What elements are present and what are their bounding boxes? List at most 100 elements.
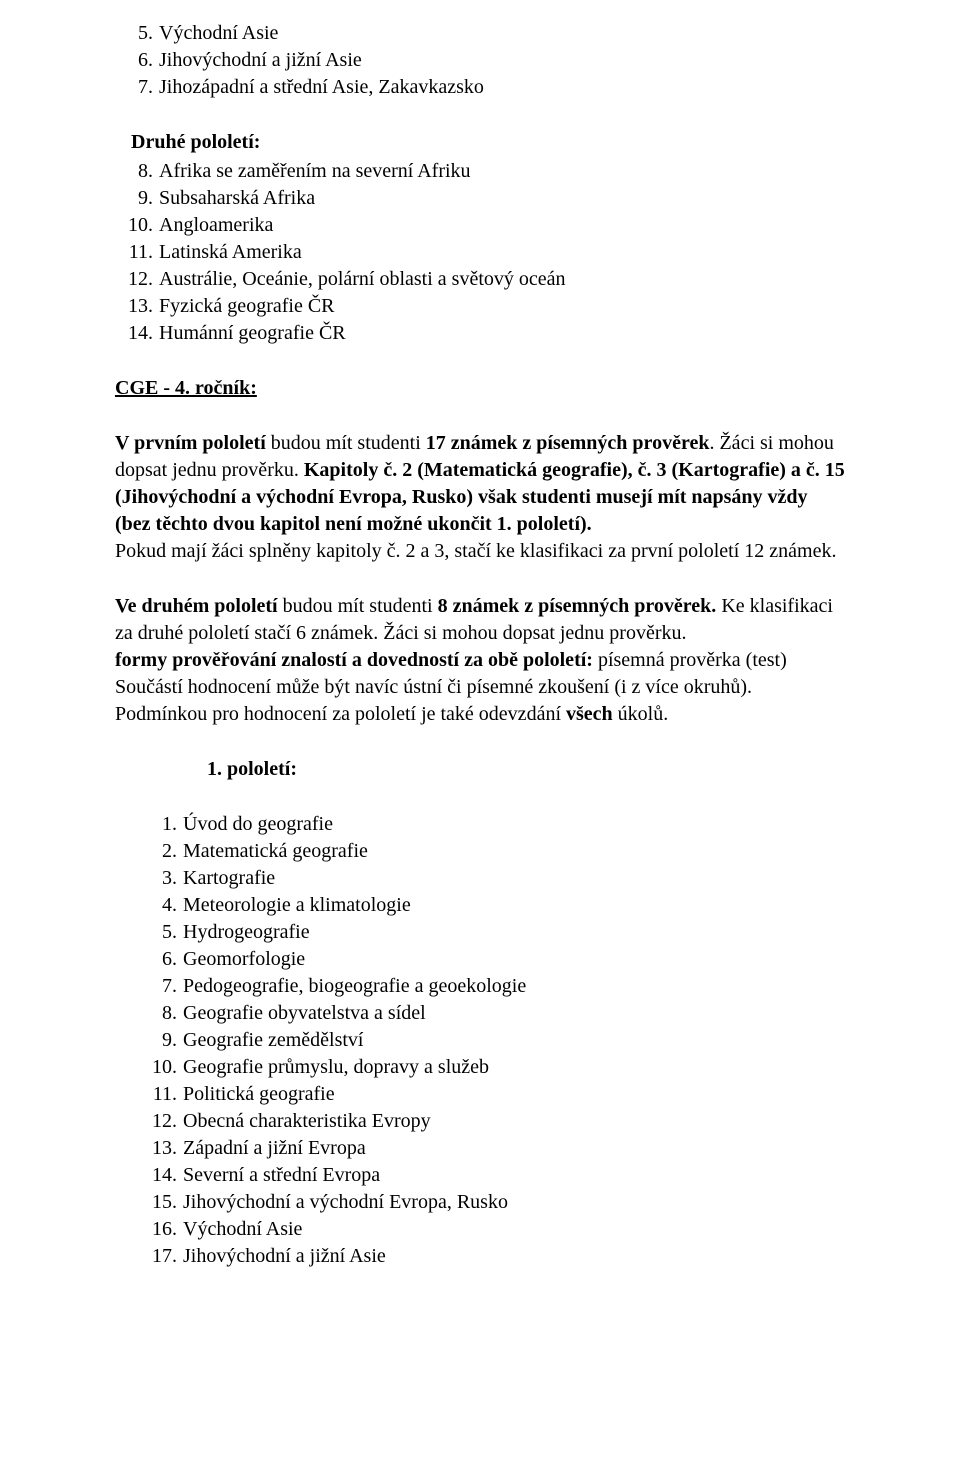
list-item-number: 6. <box>125 47 153 74</box>
list-item: 17.Jihovýchodní a jižní Asie <box>155 1243 845 1270</box>
list-item: 14.Humánní geografie ČR <box>131 320 845 347</box>
list-item-text: Fyzická geografie ČR <box>159 295 335 317</box>
cge4-heading: CGE - 4. ročník: <box>115 375 845 402</box>
list-item: 12.Austrálie, Oceánie, polární oblasti a… <box>131 266 845 293</box>
list-item-number: 5. <box>125 20 153 47</box>
paragraph-first-term: V prvním pololetí budou mít studenti 17 … <box>115 430 845 565</box>
topic-list-2: 8.Afrika se zaměřením na severní Afriku9… <box>131 158 845 347</box>
text-run: budou mít studenti <box>283 595 438 617</box>
list-item-number: 9. <box>125 185 153 212</box>
list-item-text: Matematická geografie <box>183 840 368 862</box>
list-item-text: Západní a jižní Evropa <box>183 1137 366 1159</box>
list-item-text: Angloamerika <box>159 214 273 236</box>
list-item-number: 12. <box>125 266 153 293</box>
druhe-pololeti-block: Druhé pololetí: 8.Afrika se zaměřením na… <box>131 129 845 347</box>
list-item: 9.Geografie zemědělství <box>155 1027 845 1054</box>
list-item-number: 16. <box>149 1216 177 1243</box>
list-item-text: Subsaharská Afrika <box>159 187 315 209</box>
list-item-number: 7. <box>125 74 153 101</box>
list-item-text: Jihozápadní a střední Asie, Zakavkazsko <box>159 76 484 98</box>
list-item-text: Geografie průmyslu, dopravy a služeb <box>183 1056 489 1078</box>
topic-list-3: 1.Úvod do geografie2.Matematická geograf… <box>155 811 845 1270</box>
paragraph-second-term-block: Ve druhém pololetí budou mít studenti 8 … <box>115 593 845 728</box>
list-item-number: 14. <box>125 320 153 347</box>
list-item-number: 11. <box>125 239 153 266</box>
text-run: budou mít studenti <box>271 432 426 454</box>
list-item: 10.Geografie průmyslu, dopravy a služeb <box>155 1054 845 1081</box>
list-item-number: 3. <box>149 865 177 892</box>
list-item-number: 13. <box>149 1135 177 1162</box>
list-item: 10.Angloamerika <box>131 212 845 239</box>
list-item-text: Jihovýchodní a východní Evropa, Rusko <box>183 1191 508 1213</box>
list-item-number: 5. <box>149 919 177 946</box>
list-item-text: Obecná charakteristika Evropy <box>183 1110 431 1132</box>
list-item: 7.Pedogeografie, biogeografie a geoekolo… <box>155 973 845 1000</box>
list-item-number: 10. <box>149 1054 177 1081</box>
list-item: 16.Východní Asie <box>155 1216 845 1243</box>
text-run-bold: Ve druhém pololetí <box>115 595 283 617</box>
list-item: 7.Jihozápadní a střední Asie, Zakavkazsk… <box>131 74 845 101</box>
paragraph-condition: Podmínkou pro hodnocení za pololetí je t… <box>115 701 845 728</box>
list-item-number: 12. <box>149 1108 177 1135</box>
list-item: 11.Politická geografie <box>155 1081 845 1108</box>
first-term-heading: 1. pololetí: <box>207 756 845 783</box>
list-item-text: Kartografie <box>183 867 275 889</box>
list-item-number: 7. <box>149 973 177 1000</box>
list-item-number: 14. <box>149 1162 177 1189</box>
paragraph-condition-bold: všech <box>566 703 613 725</box>
list-item-number: 15. <box>149 1189 177 1216</box>
list-item-number: 8. <box>125 158 153 185</box>
list-item-text: Austrálie, Oceánie, polární oblasti a sv… <box>159 268 566 290</box>
topic-list-1: 5.Východní Asie6.Jihovýchodní a jižní As… <box>131 20 845 101</box>
list-item-text: Meteorologie a klimatologie <box>183 894 411 916</box>
list-item-number: 8. <box>149 1000 177 1027</box>
paragraph-first-term-tail: Pokud mají žáci splněny kapitoly č. 2 a … <box>115 540 836 562</box>
list-item-text: Geomorfologie <box>183 948 305 970</box>
list-item-number: 9. <box>149 1027 177 1054</box>
list-item-text: Politická geografie <box>183 1083 335 1105</box>
list-item: 13.Fyzická geografie ČR <box>131 293 845 320</box>
text-run-bold: 17 známek z písemných prověrek <box>426 432 710 454</box>
list-item: 3.Kartografie <box>155 865 845 892</box>
list-item-text: Jihovýchodní a jižní Asie <box>159 49 362 71</box>
list-item-text: Latinská Amerika <box>159 241 302 263</box>
list-item-text: Geografie zemědělství <box>183 1029 363 1051</box>
paragraph-condition-post: úkolů. <box>613 703 669 725</box>
list-item-text: Afrika se zaměřením na severní Afriku <box>159 160 471 182</box>
list-item-number: 10. <box>125 212 153 239</box>
text-run-bold: formy prověřování znalostí a dovedností … <box>115 649 598 671</box>
list-item: 1.Úvod do geografie <box>155 811 845 838</box>
list-item: 5.Východní Asie <box>131 20 845 47</box>
list-item: 4.Meteorologie a klimatologie <box>155 892 845 919</box>
list-item: 2.Matematická geografie <box>155 838 845 865</box>
paragraph-extra-assessment: Součástí hodnocení může být navíc ústní … <box>115 674 845 701</box>
list-item-number: 13. <box>125 293 153 320</box>
text-run-bold: 8 známek z písemných prověrek. <box>438 595 717 617</box>
list-item: 8.Afrika se zaměřením na severní Afriku <box>131 158 845 185</box>
text-run-bold: V prvním pololetí <box>115 432 271 454</box>
text-run: písemná prověrka (test) <box>598 649 787 671</box>
list-item-text: Jihovýchodní a jižní Asie <box>183 1245 386 1267</box>
list-item-number: 6. <box>149 946 177 973</box>
list-item-number: 17. <box>149 1243 177 1270</box>
list-item-text: Východní Asie <box>159 22 278 44</box>
list-item-number: 1. <box>149 811 177 838</box>
list-item: 9.Subsaharská Afrika <box>131 185 845 212</box>
list-item-number: 2. <box>149 838 177 865</box>
list-item: 15.Jihovýchodní a východní Evropa, Rusko <box>155 1189 845 1216</box>
list-item: 6.Geomorfologie <box>155 946 845 973</box>
list-item-text: Pedogeografie, biogeografie a geoekologi… <box>183 975 526 997</box>
list-item: 12.Obecná charakteristika Evropy <box>155 1108 845 1135</box>
list-item: 8.Geografie obyvatelstva a sídel <box>155 1000 845 1027</box>
list-item: 13.Západní a jižní Evropa <box>155 1135 845 1162</box>
list-item-text: Severní a střední Evropa <box>183 1164 380 1186</box>
list-item-text: Východní Asie <box>183 1218 302 1240</box>
list-item-text: Humánní geografie ČR <box>159 322 346 344</box>
list-item: 14.Severní a střední Evropa <box>155 1162 845 1189</box>
list-item-text: Geografie obyvatelstva a sídel <box>183 1002 426 1024</box>
list-item-text: Hydrogeografie <box>183 921 310 943</box>
list-item-number: 11. <box>149 1081 177 1108</box>
list-item: 5.Hydrogeografie <box>155 919 845 946</box>
list-item: 6.Jihovýchodní a jižní Asie <box>131 47 845 74</box>
list-item-text: Úvod do geografie <box>183 813 333 835</box>
